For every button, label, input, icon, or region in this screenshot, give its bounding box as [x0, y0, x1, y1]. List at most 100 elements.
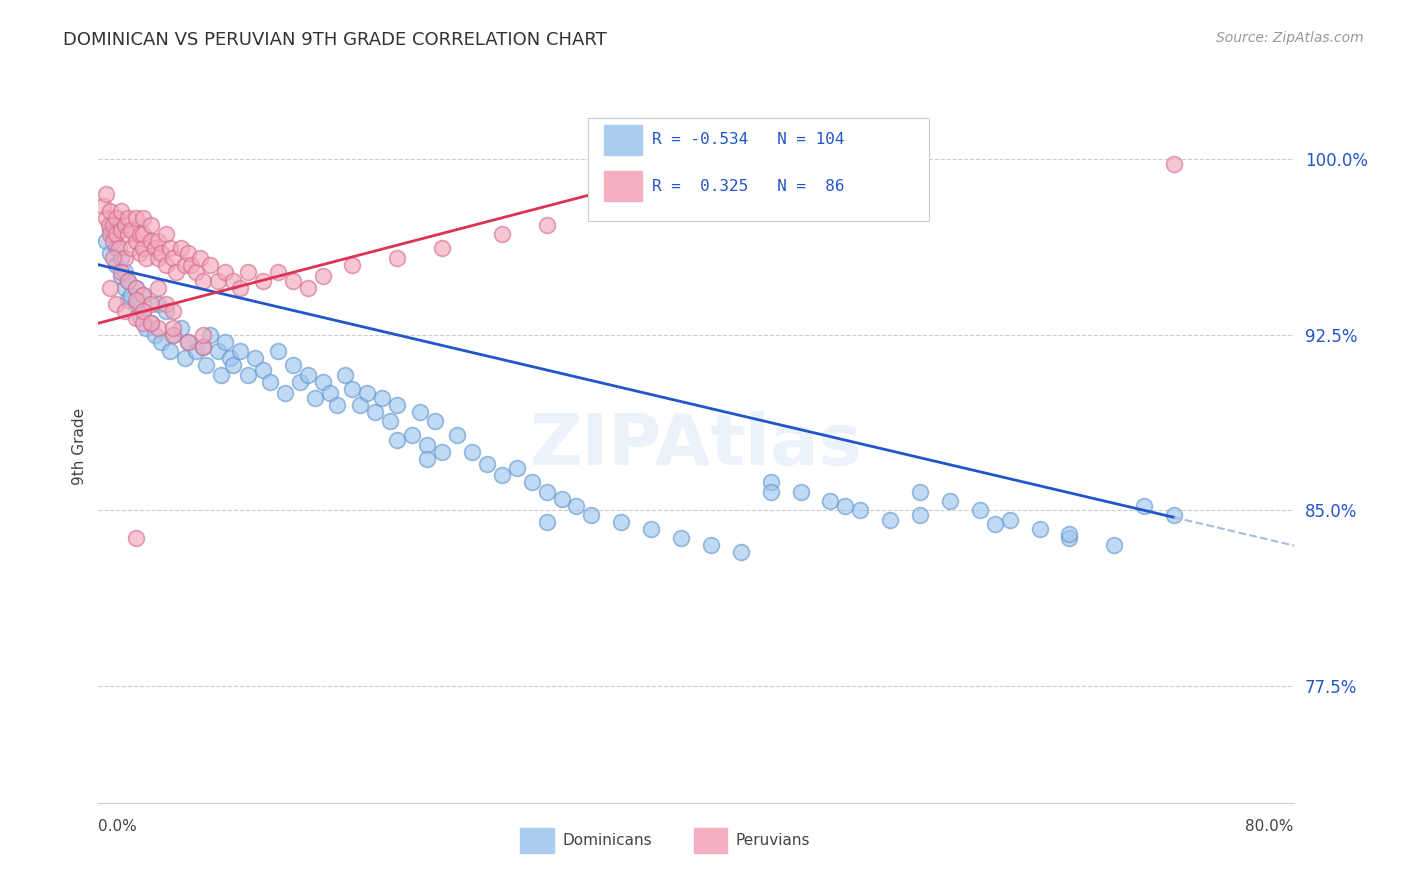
- Point: [288, 375, 311, 389]
- Point: [610, 515, 633, 529]
- Point: [581, 508, 603, 522]
- Point: [155, 258, 177, 272]
- Point: [356, 386, 378, 401]
- Point: [326, 398, 349, 412]
- Point: [132, 316, 155, 330]
- Point: [191, 327, 214, 342]
- Point: [139, 297, 162, 311]
- Point: [159, 241, 181, 255]
- Point: [110, 265, 132, 279]
- Point: [117, 274, 139, 288]
- Point: [385, 398, 409, 412]
- Point: [416, 438, 439, 452]
- Point: [110, 251, 132, 265]
- Point: [520, 475, 543, 490]
- Point: [1059, 526, 1081, 541]
- Point: [342, 382, 364, 396]
- Point: [143, 327, 166, 342]
- Point: [281, 274, 304, 288]
- Point: [998, 513, 1021, 527]
- Point: [209, 368, 232, 382]
- Point: [165, 265, 187, 279]
- Point: [132, 211, 155, 225]
- Point: [129, 246, 152, 260]
- Point: [184, 344, 207, 359]
- Point: [759, 484, 782, 499]
- Point: [159, 344, 181, 359]
- Point: [150, 246, 173, 260]
- Text: Peruvians: Peruvians: [735, 833, 810, 848]
- Point: [162, 327, 184, 342]
- Point: [169, 321, 191, 335]
- Point: [180, 258, 202, 272]
- Point: [281, 359, 304, 373]
- Point: [117, 211, 139, 225]
- Point: [125, 211, 148, 225]
- Point: [114, 251, 136, 265]
- FancyBboxPatch shape: [589, 118, 929, 221]
- Point: [103, 227, 125, 242]
- Point: [139, 316, 162, 330]
- Point: [125, 281, 148, 295]
- Point: [1133, 499, 1156, 513]
- Point: [132, 304, 155, 318]
- FancyBboxPatch shape: [693, 829, 727, 853]
- Point: [297, 281, 319, 295]
- Point: [132, 288, 155, 302]
- Point: [117, 227, 139, 242]
- Point: [120, 288, 142, 302]
- Point: [143, 241, 166, 255]
- Point: [311, 375, 333, 389]
- Point: [342, 258, 364, 272]
- Point: [430, 445, 453, 459]
- Point: [125, 234, 148, 248]
- Point: [252, 363, 274, 377]
- Point: [461, 445, 484, 459]
- Point: [98, 222, 122, 236]
- Point: [162, 251, 184, 265]
- Point: [98, 203, 122, 218]
- Point: [401, 428, 423, 442]
- Point: [297, 368, 319, 382]
- Point: [222, 359, 245, 373]
- Point: [108, 241, 131, 255]
- FancyBboxPatch shape: [605, 125, 643, 155]
- Point: [139, 234, 162, 248]
- Point: [1028, 522, 1050, 536]
- Point: [820, 494, 842, 508]
- Point: [155, 227, 177, 242]
- Point: [125, 532, 148, 546]
- Point: [105, 211, 128, 225]
- Point: [110, 269, 132, 284]
- Point: [125, 311, 148, 326]
- Point: [319, 386, 342, 401]
- Point: [120, 222, 142, 236]
- Point: [94, 234, 117, 248]
- Point: [177, 334, 200, 349]
- Point: [110, 222, 132, 236]
- Point: [222, 274, 245, 288]
- Point: [114, 218, 136, 232]
- Point: [114, 265, 136, 279]
- Point: [565, 499, 588, 513]
- Point: [669, 532, 692, 546]
- Point: [1059, 532, 1081, 546]
- Point: [117, 274, 139, 288]
- Point: [446, 428, 468, 442]
- Point: [148, 251, 170, 265]
- FancyBboxPatch shape: [520, 829, 554, 853]
- Point: [274, 386, 297, 401]
- Point: [103, 218, 125, 232]
- Point: [94, 187, 117, 202]
- Point: [177, 334, 200, 349]
- Point: [200, 258, 222, 272]
- Point: [114, 281, 136, 295]
- Point: [1104, 538, 1126, 552]
- Point: [849, 503, 872, 517]
- Point: [236, 368, 259, 382]
- Point: [550, 491, 572, 506]
- Point: [984, 517, 1007, 532]
- Point: [416, 451, 439, 466]
- Point: [908, 484, 931, 499]
- Point: [191, 274, 214, 288]
